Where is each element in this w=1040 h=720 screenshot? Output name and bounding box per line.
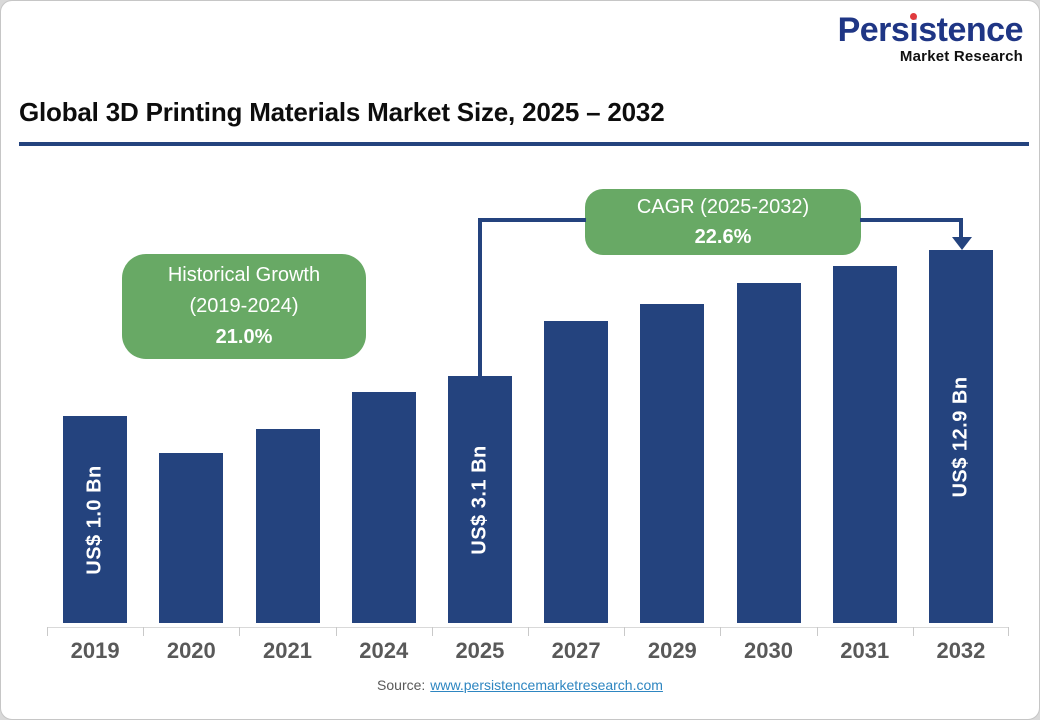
x-label-2021: 2021: [263, 638, 312, 663]
bar-slot-2030: [720, 161, 816, 623]
bar-2029: [640, 304, 705, 623]
logo-subtitle: Market Research: [899, 48, 1023, 65]
bar-slot-2024: [336, 161, 432, 623]
bar-2019: US$ 1.0 Bn: [63, 416, 128, 623]
cagr-callout: CAGR (2025-2032) 22.6%: [585, 189, 861, 255]
bar-2021: [255, 429, 320, 623]
bar-2032: US$ 12.9 Bn: [928, 250, 993, 623]
x-label-2025: 2025: [455, 638, 505, 663]
callout-line: CAGR (2025-2032): [636, 196, 810, 218]
bar-value-label-2025: US$ 3.1 Bn: [468, 444, 491, 555]
source-line: Source: www.persistencemarketresearch.com: [1, 677, 1039, 693]
source-link[interactable]: www.persistencemarketresearch.com: [430, 677, 663, 693]
bar-2024: [351, 392, 416, 623]
callout-value: 22.6%: [694, 226, 752, 248]
bar-value-label-2019: US$ 1.0 Bn: [83, 464, 106, 575]
x-label-2032: 2032: [936, 638, 986, 663]
source-label: Source:: [377, 677, 426, 693]
callout-line: Historical Growth: [167, 264, 321, 286]
historical-growth-callout: Historical Growth (2019-2024) 21.0%: [122, 254, 366, 359]
bar-slot-2027: [528, 161, 624, 623]
x-axis-tick: [1008, 627, 1009, 636]
logo: Persistence Market Research: [837, 11, 1024, 65]
cagr-connector-right-vertical: [959, 218, 963, 239]
title-underline: [19, 142, 1029, 146]
x-axis-tick: [336, 627, 337, 636]
bar-slot-2020: [143, 161, 239, 623]
bar-2027: [544, 321, 609, 623]
cagr-connector-left-horizontal: [478, 218, 586, 222]
x-label-2030: 2030: [744, 638, 793, 663]
x-label-2029: 2029: [647, 638, 697, 663]
cagr-connector-left-vertical: [478, 218, 482, 376]
x-axis-tick: [239, 627, 240, 636]
x-axis-tick: [528, 627, 529, 636]
bar-slot-2019: US$ 1.0 Bn: [47, 161, 143, 623]
bar-slot-2032: US$ 12.9 Bn: [913, 161, 1009, 623]
x-label-2027: 2027: [551, 638, 601, 663]
plot-area: US$ 1.0 Bn US$ 3.1 Bn US$ 12.9 Bn: [47, 161, 1009, 623]
x-label-2024: 2024: [359, 638, 409, 663]
bar-2030: [736, 283, 801, 623]
x-axis-tick: [720, 627, 721, 636]
callout-value: 21.0%: [215, 326, 273, 348]
x-label-2020: 2020: [166, 638, 216, 663]
bar-slot-2025: US$ 3.1 Bn: [432, 161, 528, 623]
x-axis-tick: [913, 627, 914, 636]
bar-value-label-2032: US$ 12.9 Bn: [949, 375, 972, 498]
bar-2031: [832, 266, 897, 623]
bar-slot-2021: [239, 161, 335, 623]
x-label-2019: 2019: [70, 638, 120, 663]
x-label-2031: 2031: [840, 638, 890, 663]
x-axis-tick: [624, 627, 625, 636]
callout-line: (2019-2024): [189, 295, 299, 317]
x-axis-tick: [143, 627, 144, 636]
x-axis-ticks: [47, 627, 1009, 636]
x-axis-tick: [432, 627, 433, 636]
bar-2025: US$ 3.1 Bn: [447, 376, 512, 623]
logo-wordmark: Persistence: [837, 11, 1024, 49]
bar-slot-2029: [624, 161, 720, 623]
page-title: Global 3D Printing Materials Market Size…: [19, 97, 665, 127]
x-axis-tick: [47, 627, 48, 636]
bar-2020: [159, 453, 224, 623]
x-axis-tick: [817, 627, 818, 636]
x-axis-labels: 2019 2020 2021 2024 2025 2027 2029 2030 2031 2032: [47, 638, 1009, 664]
logo-i-red-dot: i: [909, 11, 919, 49]
arrow-down-icon: [952, 237, 972, 250]
bar-slot-2031: [817, 161, 913, 623]
cagr-connector-right-horizontal: [860, 218, 963, 222]
